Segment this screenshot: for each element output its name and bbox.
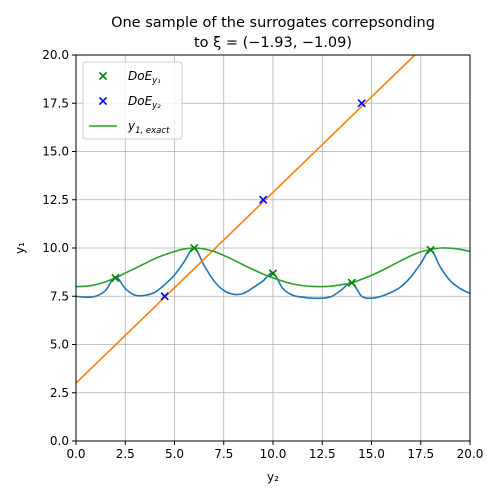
legend-marker [98, 71, 108, 81]
ticks: 0.0 2.5 5.0 7.5 10.0 12.5 15.0 17.5 20.0 0.0 2.5 5.… [42, 48, 483, 461]
doe-y2-point [160, 292, 169, 301]
x-tick-label: 0.0 [66, 447, 85, 461]
series-line-exact_y1 [76, 247, 470, 288]
chart-title-line1: One sample of the surrogates correpsondi… [111, 15, 435, 31]
x-tick-label: 20.0 [457, 447, 484, 461]
doe-y1-point [347, 278, 356, 287]
x-tick-label: 17.5 [407, 447, 434, 461]
x-tick-label: 12.5 [309, 447, 336, 461]
legend-marker [98, 96, 108, 106]
chart-title-line2: to ξ = (−1.93, −1.09) [194, 35, 352, 51]
x-tick-label: 10.0 [260, 447, 287, 461]
series-line-surrogate_y2 [76, 55, 416, 384]
x-tick-label: 2.5 [116, 447, 135, 461]
y-tick-label: 15.0 [42, 145, 69, 159]
doe-y1-point [426, 245, 435, 255]
x-tick-label: 7.5 [214, 447, 233, 461]
y-tick-label: 10.0 [42, 241, 69, 255]
x-tick-label: 15.0 [358, 447, 385, 461]
x-axis-label: y₂ [267, 470, 279, 484]
doe-y2-point [357, 99, 366, 108]
y-tick-label: 20.0 [42, 48, 69, 62]
legend-box [82, 61, 183, 140]
y-tick-label: 0.0 [50, 434, 69, 448]
doe-y1-point [190, 243, 199, 253]
y-axis-label: y₁ [13, 242, 27, 254]
doe-y1-point [111, 273, 120, 283]
x-tick-label: 5.0 [165, 447, 184, 461]
plot-area [76, 55, 470, 384]
y-tick-label: 7.5 [50, 289, 69, 303]
y-tick-label: 17.5 [42, 96, 69, 110]
doe-y2-point [258, 195, 268, 204]
y-tick-label: 2.5 [50, 386, 69, 400]
y-tick-label: 12.5 [42, 193, 69, 207]
doe-y1-point [268, 269, 278, 278]
y-tick-label: 5.0 [50, 338, 69, 352]
